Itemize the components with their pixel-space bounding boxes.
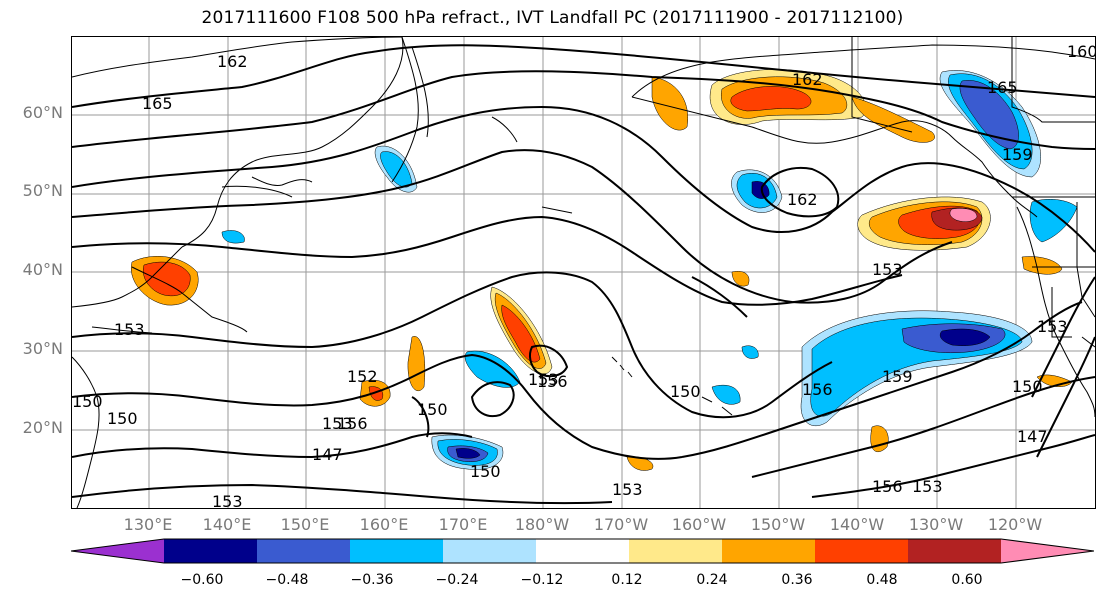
colorbar-tick: 0.48 bbox=[866, 572, 898, 588]
lon-label-170w: 170°W bbox=[593, 515, 649, 534]
lon-label-150w: 150°W bbox=[750, 515, 806, 534]
shaded-region bbox=[1021, 256, 1063, 275]
colorbar-segment bbox=[536, 539, 630, 563]
lon-label-120w: 120°W bbox=[987, 515, 1043, 534]
lat-label-40n: 40°N bbox=[22, 260, 63, 279]
colorbar-tick: −0.60 bbox=[180, 572, 224, 588]
shaded-region bbox=[464, 350, 521, 388]
lon-label-140e: 140°E bbox=[202, 515, 252, 534]
shaded-region bbox=[221, 230, 245, 244]
contour-label: 150 bbox=[1012, 377, 1043, 396]
contour-label: 162 bbox=[792, 70, 823, 89]
contour-label: 150 bbox=[107, 409, 138, 428]
height-contours bbox=[72, 44, 1095, 505]
colorbar-tick: −0.48 bbox=[265, 572, 309, 588]
contour-label: 156 bbox=[872, 477, 903, 496]
shaded-region bbox=[730, 86, 812, 112]
shaded-region bbox=[651, 76, 689, 131]
contour-label: 162 bbox=[217, 52, 248, 71]
colorbar-tick: −0.12 bbox=[520, 572, 564, 588]
contour-label: 160 bbox=[1067, 42, 1095, 61]
shaded-region bbox=[751, 181, 770, 199]
shaded-region bbox=[939, 328, 991, 346]
contour-label: 147 bbox=[1017, 427, 1048, 446]
colorbar-tick: 0.60 bbox=[951, 572, 983, 588]
colorbar-segment bbox=[443, 539, 537, 563]
colorbar-segment bbox=[722, 539, 816, 563]
contour-label: 150 bbox=[470, 462, 501, 481]
gridlines bbox=[72, 37, 1095, 508]
lon-label-140w: 140°W bbox=[829, 515, 885, 534]
shaded-region bbox=[731, 271, 750, 287]
contour-label: 153 bbox=[912, 477, 943, 496]
contour-label-group: 162 165 162 165 159 162 153 153 156 153 … bbox=[72, 42, 1095, 508]
contour-label: 165 bbox=[987, 78, 1018, 97]
contour-label: 165 bbox=[142, 94, 173, 113]
shaded-region bbox=[711, 384, 741, 405]
shaded-region bbox=[949, 208, 978, 222]
lon-label-150e: 150°E bbox=[280, 515, 330, 534]
contour-label: 159 bbox=[1002, 145, 1033, 164]
map-title: 2017111600 F108 500 hPa refract., IVT La… bbox=[201, 8, 904, 28]
lon-label-180w: 180°W bbox=[514, 515, 570, 534]
colorbar-tick: 0.24 bbox=[696, 572, 728, 588]
lon-label-170e: 170°E bbox=[438, 515, 488, 534]
colorbar-extend-right bbox=[1001, 539, 1094, 563]
colorbar-tick: 0.12 bbox=[611, 572, 643, 588]
contour-label: 153 bbox=[872, 260, 903, 279]
coastlines bbox=[72, 37, 1095, 508]
lat-label-20n: 20°N bbox=[22, 418, 63, 437]
lat-label-60n: 60°N bbox=[22, 103, 63, 122]
shading-positive bbox=[130, 69, 1073, 471]
contour-label: 156 bbox=[537, 372, 568, 391]
contour-label: 156 bbox=[802, 380, 833, 399]
shaded-region bbox=[741, 345, 759, 359]
shaded-region bbox=[1029, 199, 1078, 243]
colorbar-segment bbox=[629, 539, 723, 563]
contour-label: 150 bbox=[417, 400, 448, 419]
lat-label-30n: 30°N bbox=[22, 339, 63, 358]
colorbar-segment bbox=[257, 539, 351, 563]
colorbar-tick: 0.36 bbox=[781, 572, 813, 588]
contour-label: 156 bbox=[337, 414, 368, 433]
contour-label: 153 bbox=[212, 492, 243, 508]
contour-label: 153 bbox=[1037, 317, 1068, 336]
lon-label-130w: 130°W bbox=[908, 515, 964, 534]
contour-label: 152 bbox=[347, 367, 378, 386]
contour-label: 153 bbox=[612, 480, 643, 499]
colorbar-svg bbox=[70, 538, 1095, 564]
lon-label-160w: 160°W bbox=[671, 515, 727, 534]
contour-label: 150 bbox=[670, 382, 701, 401]
colorbar-tick: −0.36 bbox=[350, 572, 394, 588]
map-canvas: 162 165 162 165 159 162 153 153 156 153 … bbox=[72, 37, 1095, 508]
colorbar bbox=[70, 538, 1095, 564]
colorbar-segment bbox=[350, 539, 444, 563]
contour-label: 153 bbox=[528, 370, 559, 389]
lon-label-160e: 160°E bbox=[359, 515, 409, 534]
shaded-region bbox=[142, 261, 191, 297]
colorbar-segment bbox=[815, 539, 909, 563]
shaded-region bbox=[959, 80, 1019, 150]
lon-label-130e: 130°E bbox=[123, 515, 173, 534]
contour-label: 150 bbox=[72, 392, 103, 411]
colorbar-segment bbox=[164, 539, 258, 563]
lat-label-50n: 50°N bbox=[22, 181, 63, 200]
colorbar-tick: −0.24 bbox=[435, 572, 479, 588]
map-panel[interactable]: 162 165 162 165 159 162 153 153 156 153 … bbox=[71, 36, 1096, 509]
shaded-region bbox=[407, 336, 426, 392]
colorbar-segments bbox=[70, 538, 1095, 564]
contour-label: 162 bbox=[787, 190, 818, 209]
contour-label: 153 bbox=[322, 414, 353, 433]
colorbar-segment bbox=[908, 539, 1002, 563]
contour-label: 153 bbox=[114, 320, 145, 339]
shading-negative bbox=[221, 70, 1078, 470]
shaded-region bbox=[851, 96, 935, 143]
shaded-region bbox=[455, 448, 481, 459]
contour-label: 159 bbox=[882, 367, 913, 386]
colorbar-extend-left bbox=[71, 539, 164, 563]
contour-label: 147 bbox=[312, 445, 343, 464]
